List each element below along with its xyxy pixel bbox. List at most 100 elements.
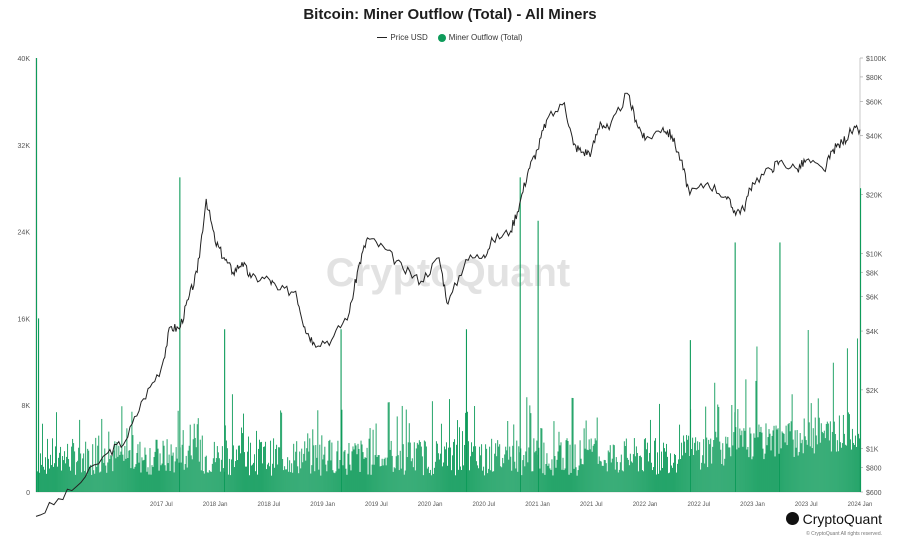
outflow-bar — [53, 466, 54, 492]
outflow-bar — [66, 456, 68, 492]
outflow-bar — [106, 472, 108, 492]
outflow-bar — [110, 455, 112, 492]
outflow-bar — [258, 448, 259, 492]
outflow-bar — [811, 448, 813, 492]
outflow-bar — [771, 435, 773, 492]
outflow-bar — [168, 454, 170, 492]
outflow-bar — [304, 441, 306, 492]
outflow-bar — [704, 463, 706, 492]
right-tick-label: $40K — [866, 134, 883, 141]
outflow-bar — [835, 451, 837, 492]
outflow-bar — [127, 457, 129, 492]
outflow-bar — [176, 458, 178, 492]
outflow-bar — [262, 463, 263, 492]
outflow-bar — [664, 448, 665, 492]
outflow-bar — [810, 403, 812, 492]
outflow-bar — [834, 434, 836, 492]
outflow-bar — [49, 468, 50, 492]
outflow-bar — [263, 446, 265, 492]
outflow-bar — [50, 454, 51, 492]
outflow-bar — [637, 471, 639, 492]
outflow-bar — [259, 439, 260, 492]
outflow-bar — [423, 440, 425, 492]
outflow-bar — [791, 394, 793, 492]
outflow-bar — [694, 442, 696, 492]
outflow-bar — [47, 438, 48, 492]
right-tick-label: $60K — [866, 99, 883, 106]
outflow-bar — [608, 452, 610, 492]
outflow-bar — [388, 402, 390, 492]
outflow-bar — [415, 448, 417, 492]
outflow-bar — [329, 439, 331, 492]
outflow-bar — [605, 463, 607, 492]
outflow-bar — [815, 435, 817, 492]
outflow-bar — [850, 449, 852, 492]
outflow-peak-bar — [224, 329, 226, 492]
outflow-bar — [495, 443, 497, 492]
outflow-bar — [300, 468, 302, 492]
outflow-bar — [344, 450, 346, 492]
outflow-bar — [568, 474, 570, 492]
outflow-bar — [720, 449, 722, 492]
outflow-bar — [377, 455, 379, 492]
outflow-bar — [72, 438, 74, 492]
outflow-bar — [429, 469, 431, 492]
outflow-bar — [842, 414, 844, 492]
outflow-bar — [473, 446, 475, 492]
outflow-bar — [349, 464, 351, 492]
outflow-bar — [391, 455, 393, 492]
outflow-bar — [839, 442, 841, 492]
outflow-bar — [75, 474, 77, 492]
outflow-bar — [714, 382, 716, 492]
outflow-bar — [776, 429, 778, 492]
outflow-bar — [159, 453, 161, 492]
outflow-bar — [441, 466, 443, 492]
outflow-bar — [828, 440, 830, 492]
outflow-bar — [331, 442, 333, 492]
outflow-bar — [618, 469, 620, 492]
outflow-bar — [744, 430, 746, 492]
outflow-bar — [680, 459, 682, 492]
outflow-bar — [322, 459, 324, 492]
outflow-bar — [646, 442, 648, 492]
outflow-bar — [518, 446, 520, 492]
outflow-bar — [687, 439, 689, 492]
outflow-bar — [400, 468, 402, 492]
outflow-bar — [154, 451, 156, 492]
outflow-bar — [460, 466, 461, 492]
outflow-bar — [558, 431, 560, 492]
outflow-bar — [122, 454, 124, 492]
outflow-bar — [435, 441, 437, 492]
outflow-bar — [318, 469, 320, 492]
outflow-bar — [736, 449, 738, 492]
outflow-bar — [749, 427, 751, 492]
outflow-bar — [380, 465, 382, 492]
outflow-bar — [489, 446, 491, 492]
outflow-bar — [795, 447, 797, 492]
outflow-bar — [58, 457, 60, 492]
outflow-bar — [236, 459, 238, 492]
outflow-bar — [469, 470, 471, 492]
outflow-bar — [665, 451, 666, 492]
outflow-bar — [217, 452, 219, 492]
outflow-bar — [496, 456, 498, 492]
outflow-bar — [672, 467, 673, 492]
outflow-bar — [722, 443, 724, 492]
outflow-bar — [699, 442, 701, 492]
outflow-bar — [528, 447, 530, 492]
outflow-bar — [831, 431, 833, 492]
outflow-bar — [597, 463, 599, 492]
outflow-bar — [256, 430, 257, 492]
outflow-bar — [481, 444, 483, 492]
outflow-bar — [44, 469, 45, 492]
outflow-bar — [350, 470, 352, 492]
outflow-bar — [778, 453, 780, 492]
outflow-bar — [474, 406, 476, 492]
outflow-bar — [392, 471, 394, 492]
outflow-bar — [242, 433, 243, 492]
outflow-bar — [266, 469, 268, 492]
outflow-bar — [287, 457, 289, 492]
outflow-bar — [361, 444, 363, 492]
outflow-peak-bar — [779, 242, 781, 492]
outflow-bar — [413, 442, 415, 492]
